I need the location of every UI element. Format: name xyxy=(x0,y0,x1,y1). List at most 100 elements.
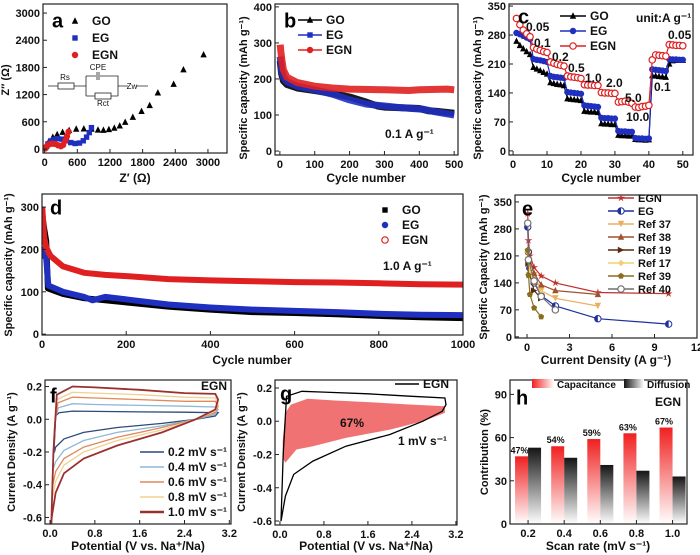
x-tick-label: 1000 xyxy=(451,339,475,351)
x-tick-label: 0.8 xyxy=(87,528,102,540)
dense-markers xyxy=(42,246,463,319)
panel-c: 0 10 20 30 40 50 0 70 140 210 280 350 Cycle number Sp… xyxy=(472,1,694,185)
legend-item: EGN xyxy=(381,233,428,247)
legend-marker xyxy=(617,220,625,228)
data-point xyxy=(65,128,72,135)
annotation: 1.0 A g⁻¹ xyxy=(383,259,432,273)
legend-label: EGN xyxy=(590,39,616,53)
legend-marker xyxy=(71,17,79,24)
data-point xyxy=(594,81,602,90)
x-tick-label: 2.4 xyxy=(404,529,420,541)
legend-item: EGN xyxy=(608,193,662,205)
data-point xyxy=(665,320,669,328)
x-tick-label: 400 xyxy=(201,339,219,351)
y-tick-label: 280 xyxy=(488,30,506,42)
x-tick-label: 6 xyxy=(609,342,615,354)
data-point xyxy=(551,306,560,314)
series-ref-40 xyxy=(523,219,560,314)
y-tick-label: 60 xyxy=(495,433,507,445)
y-tick-label: 0 xyxy=(266,146,272,158)
data-point xyxy=(662,73,670,80)
data-point xyxy=(80,125,88,132)
legend-label: Ref 39 xyxy=(638,271,671,283)
data-label: 63% xyxy=(619,422,637,432)
cv-curve xyxy=(53,410,220,453)
circuit-label: Zw xyxy=(127,82,138,91)
y-tick-label: -0.6 xyxy=(253,516,272,528)
legend-item: GO xyxy=(298,13,345,27)
data-point xyxy=(537,66,544,74)
x-tick-label: 400 xyxy=(410,159,428,171)
y-axis-title: Specific Capacity (mAh g⁻¹) xyxy=(478,194,490,340)
y-tick-label: 0 xyxy=(501,519,507,531)
legend-item: 0.2 mV s⁻¹ xyxy=(140,445,227,459)
data-point xyxy=(59,128,66,135)
annotation: 10.0 xyxy=(626,110,650,124)
legend-label: GO xyxy=(402,203,421,217)
circuit-label: Rct xyxy=(97,99,110,108)
y-tick-label: 0.0 xyxy=(27,414,42,426)
y-tick-label: 210 xyxy=(494,251,512,263)
y-tick-label: 1800 xyxy=(16,62,40,74)
data-point xyxy=(530,263,539,271)
y-tick-label: 90 xyxy=(495,389,507,401)
data-point xyxy=(552,286,559,294)
data-point xyxy=(72,140,78,147)
x-tick-label: 30 xyxy=(609,159,621,171)
circuit-label: Rs xyxy=(60,73,70,82)
annotation: 1 mV s⁻¹ xyxy=(398,434,447,448)
data-point xyxy=(513,37,520,44)
panel-label: a xyxy=(52,10,64,32)
data-point xyxy=(594,315,598,322)
annotation: 5.0 xyxy=(625,91,642,105)
resistor-rs xyxy=(57,82,75,90)
bar-diffusion xyxy=(636,470,650,524)
plot-area xyxy=(43,51,207,152)
annotation: 0.1 xyxy=(654,80,671,94)
x-tick-label: 20 xyxy=(575,159,587,171)
y-tick-label: 300 xyxy=(21,202,39,214)
data-point xyxy=(88,124,95,131)
data-label: 67% xyxy=(655,417,673,427)
plot-frame xyxy=(514,194,698,339)
series-egn xyxy=(43,128,72,152)
bar-capacitance xyxy=(587,439,601,524)
x-tick-label: 0 xyxy=(42,157,48,169)
annotation: 0.2 xyxy=(552,50,569,64)
legend-label: EGN xyxy=(92,48,118,62)
data-point xyxy=(111,124,118,131)
legend-label: EGN xyxy=(326,43,352,57)
bar-diffusion xyxy=(672,476,686,524)
x-tick-label: 500 xyxy=(445,159,463,171)
y-tick-label: 600 xyxy=(22,117,40,129)
x-tick-label: 0 xyxy=(524,342,530,354)
data-point xyxy=(594,103,602,111)
legend-item: Ref 19 xyxy=(608,245,671,257)
legend: Capacitance Diffusion xyxy=(532,379,690,391)
x-tick-label: 40 xyxy=(643,159,655,171)
annotation: 0.5 xyxy=(568,61,585,75)
data-point xyxy=(538,313,545,320)
data-point xyxy=(516,20,524,29)
data-point xyxy=(138,107,145,115)
y-tick-label: -0.4 xyxy=(253,483,273,495)
x-tick-label: 1.6 xyxy=(360,529,375,541)
data-point xyxy=(662,52,670,60)
legend-item: 0.6 mV s⁻¹ xyxy=(140,475,227,489)
legend-marker xyxy=(306,16,314,23)
legend-label: GO xyxy=(590,9,609,23)
data-point xyxy=(533,65,541,72)
data-point xyxy=(53,130,61,138)
y-tick-label: 140 xyxy=(494,278,512,290)
legend-item: 0.4 mV s⁻¹ xyxy=(140,460,227,474)
legend-item: GO xyxy=(71,14,111,28)
data-point xyxy=(154,89,162,96)
legend-swatch xyxy=(624,379,644,388)
legend-item: EG xyxy=(560,24,607,38)
y-tick-label: 280 xyxy=(494,224,512,236)
x-tick-label: 9 xyxy=(651,342,657,354)
panel-e: 0 3 6 9 12 0 70 140 210 280 350 Current Density (A … xyxy=(478,193,700,367)
data-point xyxy=(577,90,585,97)
